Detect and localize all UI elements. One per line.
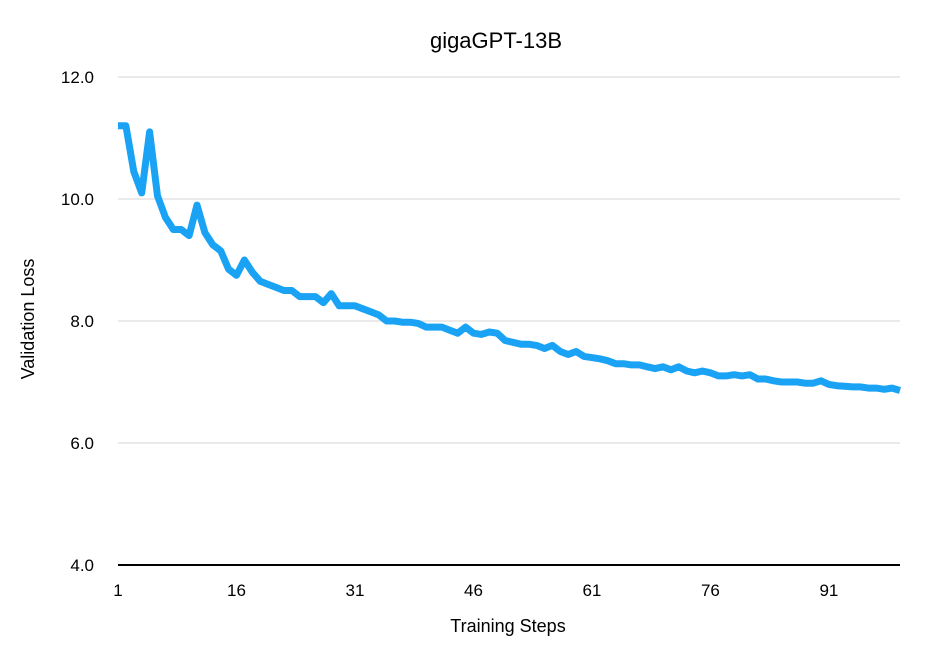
y-tick-label: 10.0 [61, 190, 94, 209]
x-tick-label: 1 [113, 581, 122, 600]
gridlines [118, 76, 900, 444]
series-group [118, 122, 902, 394]
y-tick-label: 8.0 [70, 312, 94, 331]
y-tick-label: 4.0 [70, 556, 94, 575]
series-line [118, 122, 902, 394]
y-tick-label: 6.0 [70, 434, 94, 453]
x-tick-label: 31 [346, 581, 365, 600]
x-tick-label: 16 [227, 581, 246, 600]
x-axis-label: Training Steps [450, 616, 565, 636]
x-tick-label: 61 [582, 581, 601, 600]
y-tick-label: 12.0 [61, 68, 94, 87]
chart-title: gigaGPT-13B [430, 28, 562, 53]
x-tick-label: 91 [819, 581, 838, 600]
y-axis-tick-labels: 4.0 6.0 8.0 10.0 12.0 [61, 68, 94, 575]
x-axis-tick-labels: 1 16 31 46 61 76 91 [113, 581, 838, 600]
y-axis-label: Validation Loss [18, 259, 38, 380]
x-tick-label: 46 [464, 581, 483, 600]
x-tick-label: 76 [701, 581, 720, 600]
